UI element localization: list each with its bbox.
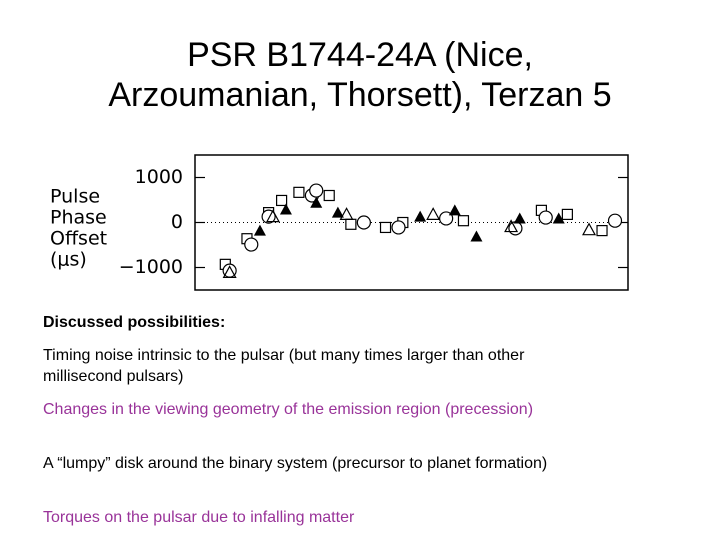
point (279, 203, 292, 215)
point (379, 221, 392, 234)
point (561, 208, 573, 221)
point (244, 237, 259, 252)
point (607, 213, 623, 228)
point (414, 210, 427, 222)
point (309, 183, 324, 198)
point (310, 196, 323, 208)
item: Changes in the viewing geometry of the e… (43, 401, 534, 418)
point (276, 194, 288, 207)
point (391, 220, 406, 235)
item: A “lumpy” disk around the binary system … (43, 455, 548, 472)
y-axis-label: Offset (50, 228, 107, 250)
item: Torques on the pulsar due to infalling m… (43, 509, 355, 526)
y-axis-label: Pulse (50, 186, 100, 208)
point (222, 265, 237, 279)
y-tick-label: 1000 (135, 166, 183, 188)
title-line: Arzoumanian, Thorsett), Terzan 5 (108, 76, 612, 114)
point (265, 209, 280, 223)
point (596, 224, 608, 237)
y-axis-label: (μs) (50, 249, 87, 271)
title-line: PSR B1744-24A (Nice, (187, 36, 533, 74)
point (552, 212, 565, 224)
point (293, 186, 305, 198)
item: Timing noise intrinsic to the pulsar (bu… (43, 347, 525, 385)
point (339, 207, 354, 221)
point (331, 206, 344, 218)
point (426, 207, 441, 221)
heading: Discussed possibilities: (43, 314, 226, 331)
point (253, 224, 266, 236)
point (457, 215, 470, 227)
point (504, 219, 519, 233)
y-tick-label: 0 (171, 211, 183, 233)
point (470, 230, 483, 242)
point (345, 218, 357, 230)
point (538, 210, 553, 225)
point (323, 189, 335, 202)
point (448, 204, 461, 216)
y-tick-label: −1000 (119, 256, 183, 278)
point (356, 215, 371, 230)
point (513, 212, 526, 224)
y-axis-label: Phase (50, 207, 107, 229)
point (582, 222, 597, 236)
